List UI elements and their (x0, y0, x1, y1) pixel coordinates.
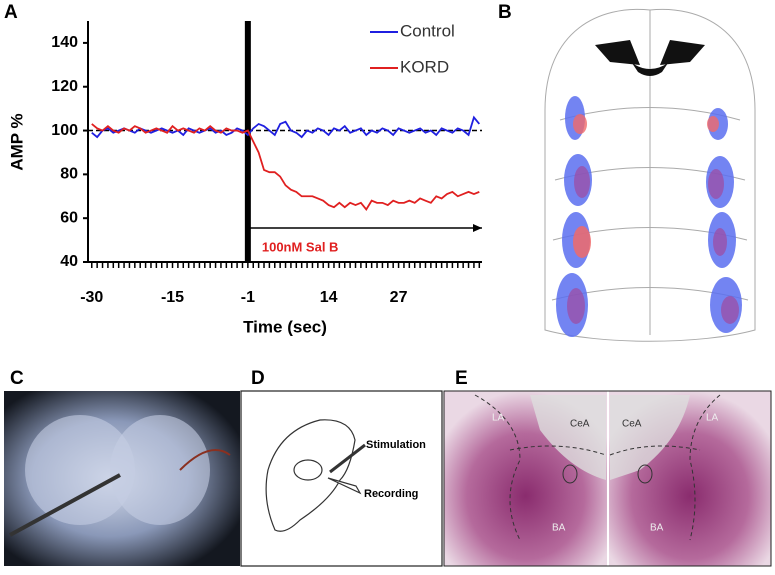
y-axis-label: AMP % (7, 113, 26, 170)
legend-label: KORD (400, 57, 449, 76)
series-line (91, 123, 480, 211)
slice-photo (4, 391, 240, 566)
panel-label: B (498, 2, 512, 23)
y-tick-label: 40 (60, 253, 78, 270)
region-label: CeA (622, 419, 642, 430)
region-label: CeA (570, 419, 590, 430)
diagram-label: Recording (364, 488, 418, 500)
brain-sections (544, 8, 756, 342)
y-tick-label: 120 (51, 78, 78, 95)
y-tick-label: 60 (60, 209, 78, 226)
y-tick-label: 80 (60, 166, 78, 183)
x-tick-label: -30 (80, 289, 103, 306)
x-tick-label: 27 (390, 289, 408, 306)
panel-label: C (10, 368, 24, 389)
x-tick-label: 14 (320, 289, 338, 306)
y-tick-label: 140 (51, 34, 78, 51)
series-line (91, 115, 481, 139)
legend-label: Control (400, 21, 455, 40)
arrow-head (473, 224, 482, 233)
region-label: LA (492, 413, 505, 424)
y-tick-label: 100 (51, 122, 78, 139)
panel-label: D (251, 368, 265, 389)
region-label: BA (552, 523, 566, 534)
x-tick-label: -15 (161, 289, 184, 306)
histology: LA CeA BA LA CeA BA (443, 390, 772, 567)
region-label: BA (650, 523, 664, 534)
annotation: 100nM Sal B (262, 239, 339, 254)
region-label: LA (706, 413, 719, 424)
panel-label: E (455, 368, 468, 389)
panel-label: A (4, 2, 18, 23)
x-tick-label: -1 (241, 289, 255, 306)
panel-a: 40 60 80 100 120 140 -30 -15 -1 14 27 Time (sec) AMP… (7, 21, 482, 336)
recording-diagram: Stimulation Recording (240, 390, 443, 567)
x-axis-label: Time (sec) (243, 317, 327, 336)
diagram-label: Stimulation (366, 439, 426, 451)
